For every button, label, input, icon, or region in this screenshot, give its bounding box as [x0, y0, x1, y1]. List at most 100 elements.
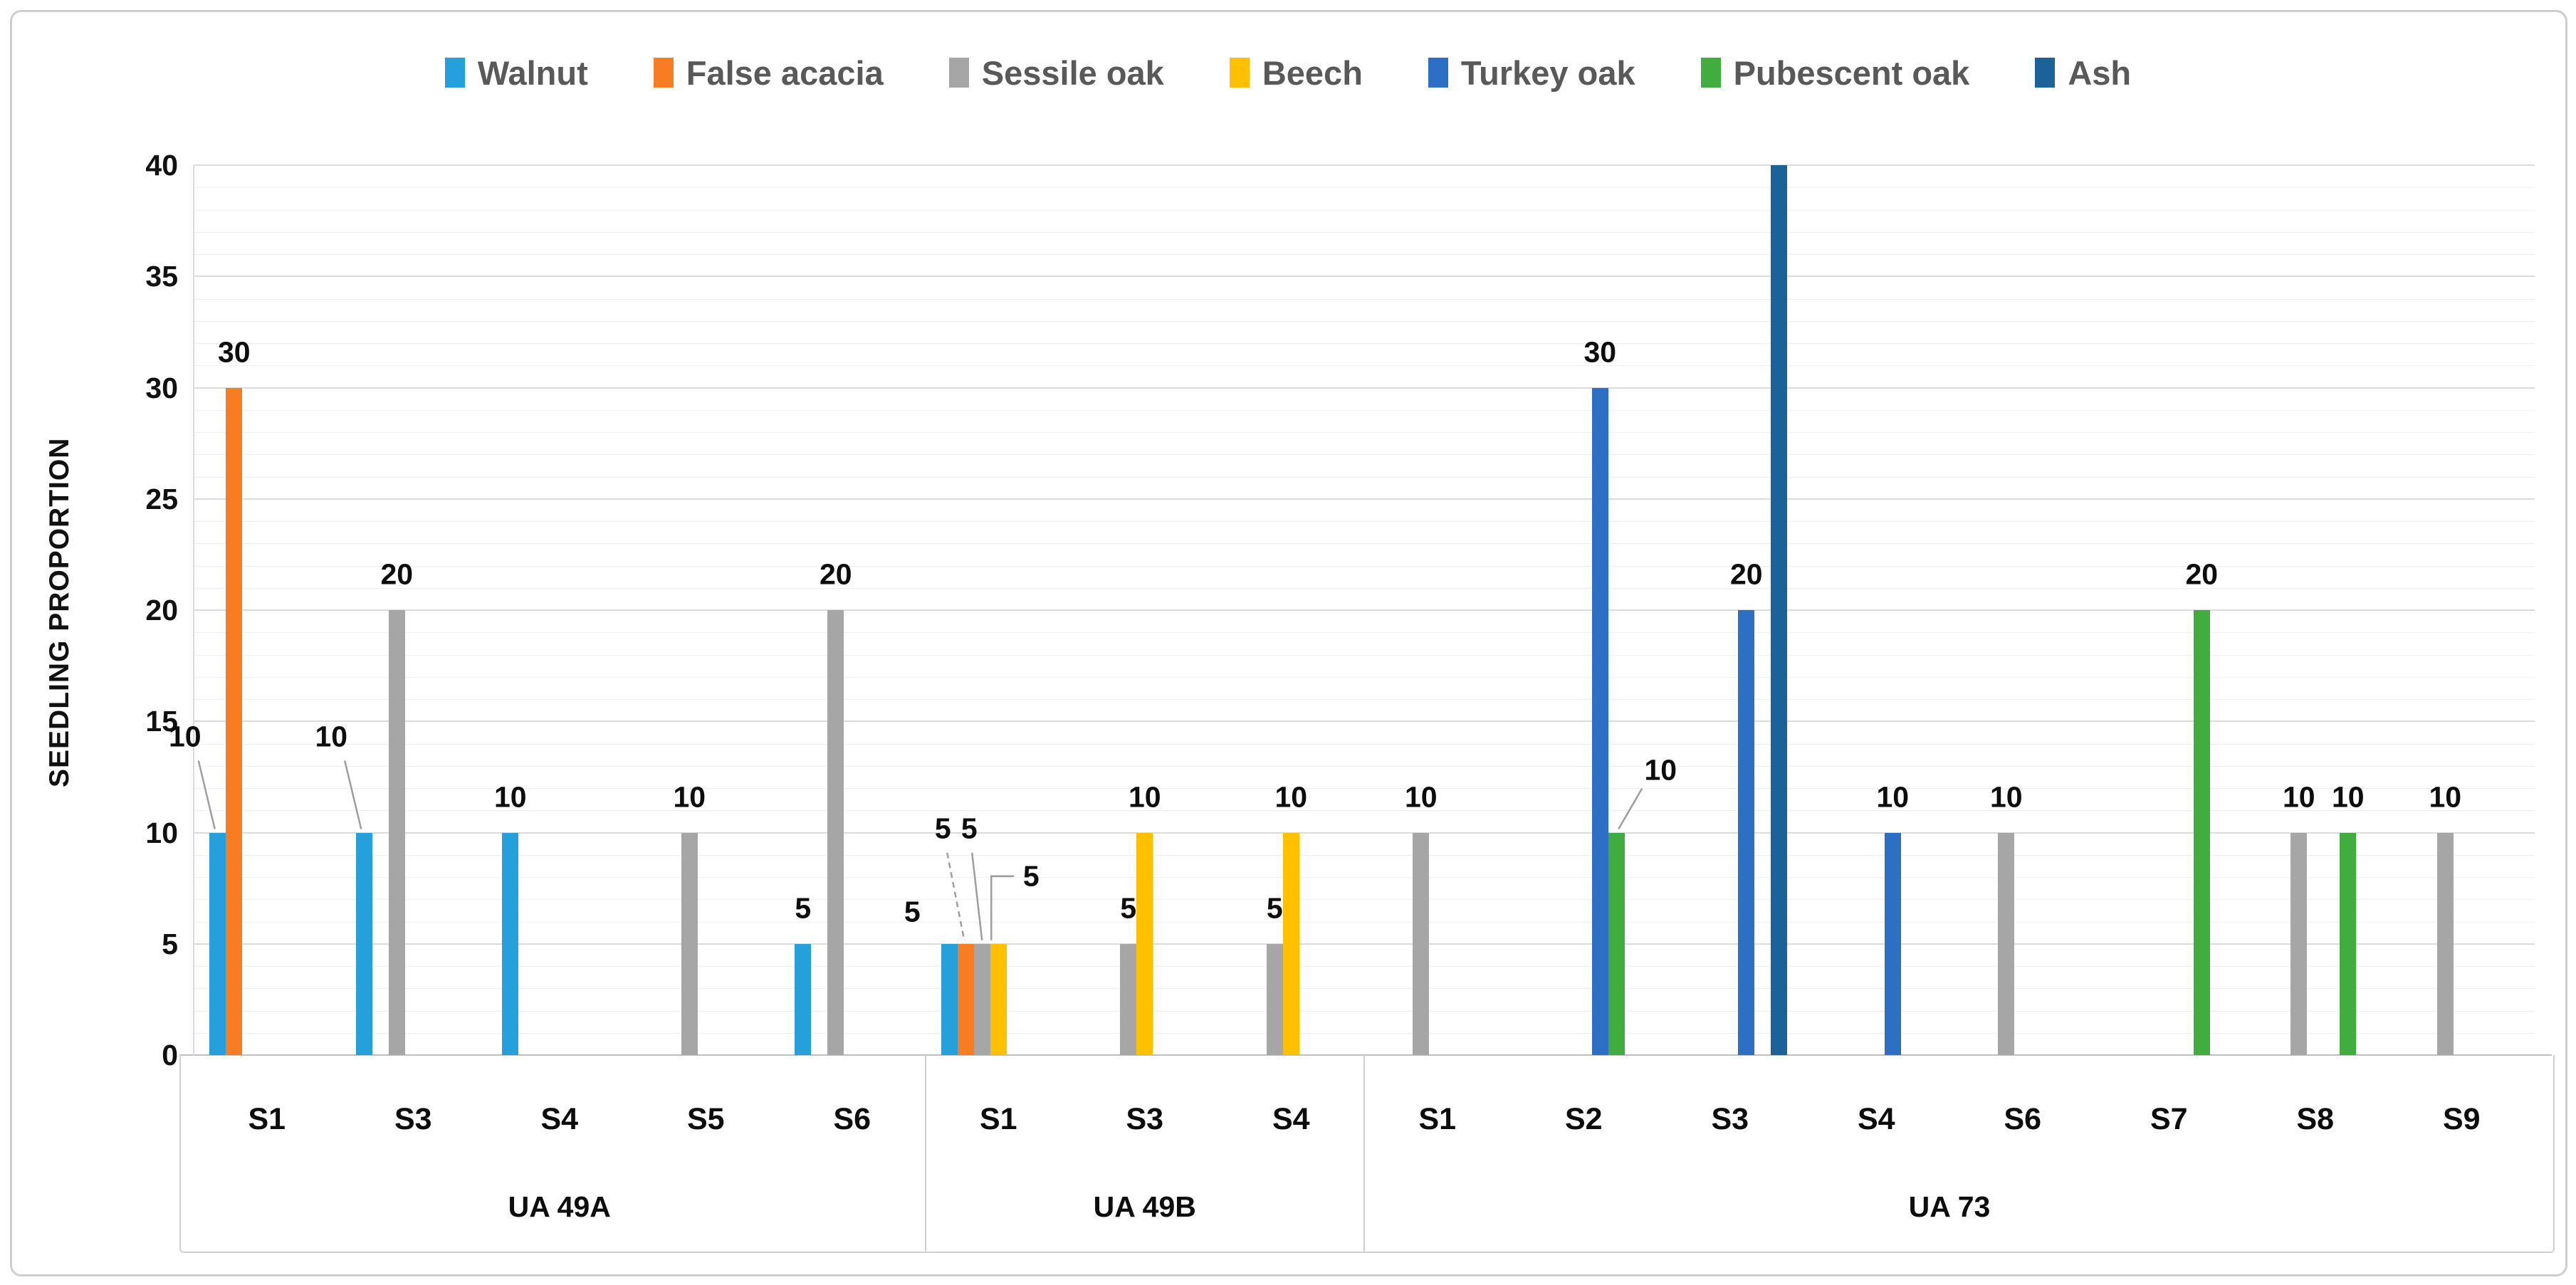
- minor-gridline: [194, 654, 2535, 656]
- data-label: 10: [168, 720, 201, 752]
- y-tick-label: 40: [145, 149, 178, 182]
- bar-sessile-oak: [388, 610, 405, 1055]
- minor-gridline: [194, 1032, 2535, 1034]
- data-label: 10: [1876, 780, 1910, 813]
- minor-gridline: [194, 454, 2535, 456]
- legend-item-sessile-oak: Sessile oak: [948, 53, 1164, 93]
- bar-turkey-oak: [1591, 387, 1608, 1055]
- minor-gridline: [194, 298, 2535, 300]
- bar-sessile-oak: [1998, 832, 2015, 1055]
- bar-ash: [1771, 165, 1788, 1055]
- chart-legend: Walnut False acacia Sessile oak Beech Turkey…: [0, 47, 2576, 98]
- data-label: 5: [1120, 891, 1137, 925]
- minor-gridline: [194, 543, 2535, 545]
- bar-beech: [990, 943, 1007, 1055]
- leader-line: [344, 760, 362, 829]
- category-label: S2: [1564, 1102, 1603, 1136]
- minor-gridline: [194, 810, 2535, 812]
- legend-label: Walnut: [477, 53, 588, 92]
- data-label: 10: [673, 780, 706, 813]
- bar-walnut: [795, 943, 812, 1055]
- group-divider-line: [1363, 1055, 1365, 1252]
- minor-gridline: [194, 254, 2535, 255]
- category-label: S1: [1418, 1102, 1457, 1136]
- y-tick-label: 20: [145, 594, 178, 626]
- legend-swatch-icon: [653, 58, 674, 88]
- category-label: S8: [2296, 1102, 2335, 1136]
- data-label: 5: [934, 812, 951, 845]
- bar-walnut: [941, 943, 958, 1055]
- data-label: 5: [960, 812, 978, 845]
- data-label: 10: [2331, 780, 2365, 813]
- bar-turkey-oak: [1738, 610, 1755, 1055]
- bar-sessile-oak: [1413, 832, 1430, 1055]
- bar-walnut: [209, 832, 226, 1055]
- major-gridline: [194, 387, 2535, 389]
- category-label: S1: [248, 1102, 286, 1136]
- bar-sessile-oak: [2290, 832, 2308, 1055]
- bar-false-acacia: [226, 387, 243, 1055]
- legend-swatch-icon: [948, 58, 969, 88]
- minor-gridline: [194, 765, 2535, 767]
- y-tick-label: 15: [145, 705, 178, 738]
- major-gridline: [194, 832, 2535, 834]
- minor-gridline: [194, 476, 2535, 478]
- data-label: 20: [2185, 557, 2219, 591]
- bar-beech: [1282, 832, 1299, 1055]
- category-axis-box: [179, 1055, 2555, 1253]
- major-gridline: [194, 276, 2535, 278]
- major-gridline: [194, 164, 2535, 166]
- data-label: 10: [1128, 780, 1161, 813]
- y-tick-label: 25: [145, 482, 178, 515]
- minor-gridline: [194, 432, 2535, 433]
- leader-line: [1618, 787, 1643, 830]
- y-tick-label: 0: [162, 1039, 178, 1071]
- minor-gridline: [194, 988, 2535, 990]
- minor-gridline: [194, 632, 2535, 634]
- y-axis-title: SEEDLING PROPORTION: [44, 437, 75, 787]
- leader-line: [946, 852, 965, 940]
- legend-swatch-icon: [1229, 58, 1250, 88]
- bar-pubescent-oak: [1608, 832, 1625, 1055]
- bar-sessile-oak: [973, 943, 990, 1055]
- legend-label: False acacia: [686, 53, 884, 92]
- minor-gridline: [194, 676, 2535, 678]
- category-label: S6: [2004, 1102, 2042, 1136]
- category-label: S5: [686, 1102, 725, 1136]
- data-label: 30: [217, 335, 251, 368]
- category-label: S3: [1126, 1102, 1164, 1136]
- legend-label: Sessile oak: [981, 53, 1164, 92]
- legend-label: Beech: [1262, 53, 1363, 92]
- minor-gridline: [194, 1010, 2535, 1012]
- bar-walnut: [502, 832, 519, 1055]
- bar-beech: [1136, 832, 1153, 1055]
- data-label: 5: [1022, 859, 1040, 893]
- data-label: 5: [795, 891, 812, 925]
- legend-item-ash: Ash: [2035, 53, 2131, 93]
- data-label: 10: [1404, 780, 1438, 813]
- y-tick-label: 10: [145, 816, 178, 849]
- major-gridline: [194, 498, 2535, 500]
- y-tick-label: 30: [145, 371, 178, 404]
- data-label: 10: [1644, 753, 1677, 786]
- leader-line: [990, 875, 1015, 940]
- data-label: 10: [2429, 780, 2462, 813]
- major-gridline: [194, 720, 2535, 723]
- y-tick-label: 5: [162, 927, 178, 960]
- legend-swatch-icon: [2035, 58, 2056, 88]
- minor-gridline: [194, 743, 2535, 745]
- major-gridline: [194, 609, 2535, 611]
- category-label: S4: [1857, 1102, 1895, 1136]
- legend-item-pubescent-oak: Pubescent oak: [1700, 53, 1969, 93]
- bar-pubescent-oak: [2193, 610, 2210, 1055]
- legend-swatch-icon: [444, 58, 465, 88]
- minor-gridline: [194, 854, 2535, 856]
- category-label: S1: [979, 1102, 1017, 1136]
- minor-gridline: [194, 209, 2535, 211]
- minor-gridline: [194, 409, 2535, 411]
- category-label: S3: [1711, 1102, 1749, 1136]
- category-label: S4: [540, 1102, 579, 1136]
- category-label: S9: [2442, 1102, 2481, 1136]
- y-axis-line: [193, 165, 194, 1055]
- data-label: 10: [1274, 780, 1308, 813]
